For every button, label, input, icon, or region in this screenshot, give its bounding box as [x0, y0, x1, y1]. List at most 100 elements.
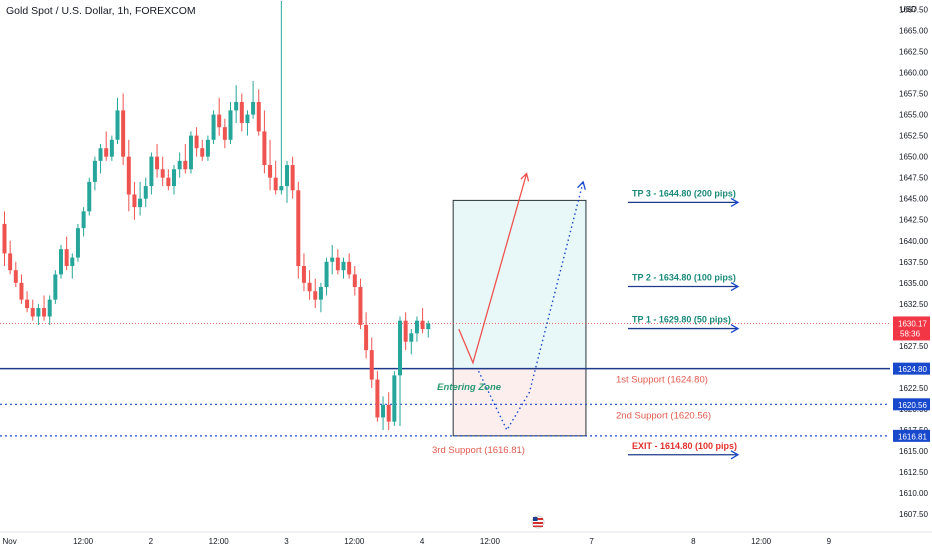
candle[interactable]	[375, 371, 380, 422]
candle[interactable]	[13, 261, 18, 288]
candle[interactable]	[420, 308, 425, 334]
candle[interactable]	[426, 320, 431, 338]
candle[interactable]	[200, 139, 205, 161]
tp-level-3[interactable]: TP 3 - 1644.80 (200 pips)	[628, 188, 740, 207]
candle[interactable]	[279, 1, 284, 195]
candle[interactable]	[251, 80, 256, 119]
badge-text: 1616.81	[898, 432, 927, 441]
us-flag-event-icon[interactable]	[531, 515, 545, 529]
candle[interactable]	[87, 177, 92, 216]
candle[interactable]	[104, 131, 109, 161]
candle[interactable]	[138, 181, 143, 216]
candle-body	[426, 323, 431, 330]
candle[interactable]	[188, 131, 193, 174]
candle[interactable]	[386, 392, 391, 431]
candle[interactable]	[155, 144, 160, 178]
candle[interactable]	[132, 181, 137, 220]
tp-level-2[interactable]: TP 2 - 1634.80 (100 pips)	[628, 273, 740, 292]
candle[interactable]	[211, 110, 216, 145]
candle[interactable]	[160, 156, 165, 187]
candle[interactable]	[364, 312, 369, 359]
candle[interactable]	[25, 291, 30, 313]
candle[interactable]	[115, 97, 120, 145]
projection-arrow-dotted[interactable]	[477, 180, 586, 432]
candle[interactable]	[8, 240, 13, 275]
candle[interactable]	[42, 295, 47, 321]
candle[interactable]	[330, 244, 335, 275]
tp-level-1[interactable]: TP 1 - 1629.80 (50 pips)	[628, 315, 740, 334]
candle[interactable]	[143, 177, 148, 208]
price-tick-label: 1632.50	[899, 300, 928, 309]
candle[interactable]	[75, 223, 80, 262]
candle[interactable]	[347, 253, 352, 279]
candle[interactable]	[2, 211, 7, 266]
candle[interactable]	[414, 316, 419, 342]
candle[interactable]	[239, 93, 244, 132]
candle[interactable]	[81, 207, 86, 237]
candle[interactable]	[109, 135, 114, 161]
candle[interactable]	[98, 144, 103, 174]
candle-body	[279, 186, 284, 191]
candle[interactable]	[19, 274, 24, 304]
candle[interactable]	[177, 152, 182, 178]
candle[interactable]	[369, 337, 374, 388]
flag-stripe	[533, 525, 543, 527]
candle[interactable]	[352, 266, 357, 296]
exit-level[interactable]: EXIT - 1614.80 (100 pips)	[628, 441, 740, 460]
time-tick-label: 12:00	[751, 537, 772, 546]
candle[interactable]	[358, 278, 363, 330]
candle[interactable]	[183, 144, 188, 174]
candle[interactable]	[149, 152, 154, 195]
candle[interactable]	[318, 282, 323, 313]
candle-body	[36, 308, 41, 317]
candle[interactable]	[290, 156, 295, 199]
price-tick-label: 1650.00	[899, 153, 928, 162]
candle[interactable]	[53, 270, 58, 304]
candle[interactable]	[307, 270, 312, 300]
candle[interactable]	[381, 396, 386, 431]
candle[interactable]	[285, 160, 289, 203]
candle[interactable]	[70, 253, 75, 279]
tp-label: TP 1 - 1629.80 (50 pips)	[632, 315, 731, 325]
candle[interactable]	[30, 299, 35, 321]
candle[interactable]	[47, 295, 52, 325]
candle-body	[47, 299, 52, 317]
candle[interactable]	[121, 93, 126, 166]
candle[interactable]	[205, 135, 210, 161]
candle[interactable]	[194, 127, 199, 157]
candle[interactable]	[262, 110, 267, 174]
candle[interactable]	[403, 312, 408, 351]
candle[interactable]	[92, 156, 97, 191]
candle[interactable]	[335, 249, 340, 275]
candle[interactable]	[313, 278, 318, 309]
candle[interactable]	[301, 253, 306, 292]
candle[interactable]	[234, 85, 239, 123]
candle[interactable]	[59, 244, 63, 279]
candle[interactable]	[64, 236, 69, 271]
candle[interactable]	[273, 160, 278, 195]
candle[interactable]	[245, 110, 250, 136]
candle-body	[234, 101, 239, 111]
candle[interactable]	[409, 329, 414, 355]
candle-body	[256, 101, 261, 132]
candle[interactable]	[217, 97, 222, 136]
candle[interactable]	[222, 118, 227, 149]
stop-loss-zone[interactable]	[452, 368, 587, 437]
take-profit-zone[interactable]	[452, 199, 587, 370]
candle[interactable]	[268, 139, 273, 191]
candle[interactable]	[296, 181, 301, 279]
candle[interactable]	[166, 169, 171, 191]
projection-arrow-solid[interactable]	[458, 172, 530, 365]
candle[interactable]	[324, 257, 329, 296]
candle[interactable]	[228, 101, 233, 145]
candle[interactable]	[392, 371, 397, 426]
candle-body	[375, 379, 380, 418]
candle-body	[347, 261, 352, 275]
candle[interactable]	[341, 257, 346, 279]
candle[interactable]	[36, 303, 41, 325]
candle[interactable]	[172, 165, 176, 195]
candle[interactable]	[398, 316, 402, 426]
candle[interactable]	[126, 139, 131, 212]
candle[interactable]	[256, 89, 261, 136]
